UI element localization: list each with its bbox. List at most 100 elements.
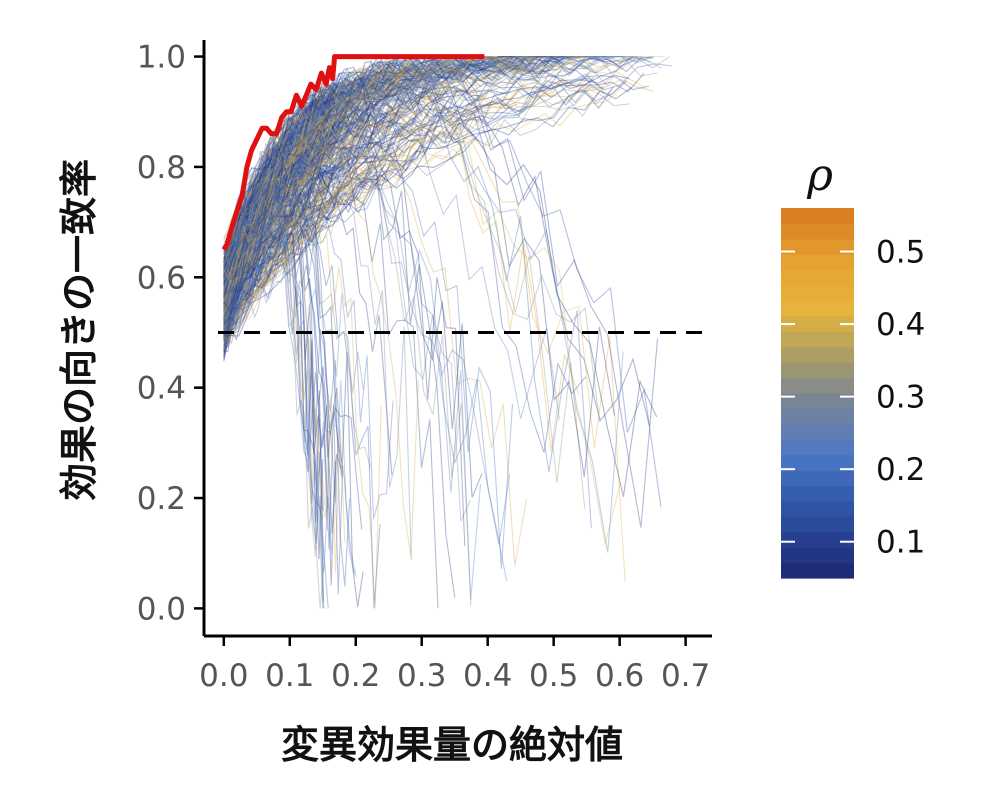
background-series-line — [223, 156, 324, 262]
y-tick-label: 0.2 — [137, 481, 186, 517]
background-series-line — [223, 64, 610, 324]
background-series-line — [223, 76, 443, 318]
background-series-line — [223, 91, 353, 308]
background-series-line — [223, 60, 392, 298]
background-series-line — [223, 58, 455, 329]
background-series-line — [223, 57, 526, 279]
background-series-line — [223, 103, 363, 264]
background-series-line — [223, 132, 330, 350]
colorbar-band — [781, 223, 854, 240]
background-series-line — [223, 89, 468, 302]
background-series-line — [223, 70, 406, 249]
background-series-line — [223, 69, 405, 263]
background-series-line — [223, 183, 330, 290]
background-series-line — [223, 130, 335, 298]
colorbar-band — [781, 300, 854, 317]
background-series-line — [223, 55, 565, 290]
background-series-line — [223, 109, 354, 278]
background-series-line — [223, 112, 374, 280]
background-series-line — [223, 75, 650, 255]
background-series-line — [223, 207, 346, 573]
colorbar-band — [781, 362, 854, 379]
background-series-line — [223, 71, 394, 271]
background-series-line — [223, 127, 403, 313]
background-series-line — [223, 177, 328, 294]
background-series-line — [223, 59, 463, 280]
background-series-line — [223, 104, 339, 273]
background-series-line — [223, 147, 353, 284]
background-series-line — [223, 119, 391, 307]
background-series-line — [223, 124, 419, 557]
colorbar-title: ρ — [806, 150, 833, 201]
y-tick-label: 0.4 — [137, 371, 186, 407]
background-series-line — [223, 61, 501, 263]
background-series-line — [223, 56, 448, 291]
background-series-line — [223, 66, 466, 547]
background-series-line — [223, 76, 595, 279]
background-series-line — [223, 126, 407, 296]
background-series-line — [223, 151, 369, 297]
background-series-line — [223, 105, 412, 561]
background-series-line — [223, 124, 439, 283]
background-series-line — [223, 78, 336, 263]
background-series-line — [223, 133, 325, 339]
background-series-line — [223, 56, 613, 326]
background-series-line — [223, 119, 370, 261]
background-series-line — [223, 69, 491, 264]
background-series-line — [223, 139, 362, 310]
colorbar-band — [781, 254, 854, 271]
colorbar-band — [781, 531, 854, 548]
colorbar-band — [781, 377, 854, 394]
background-series-line — [223, 81, 627, 308]
background-series-line — [223, 121, 474, 334]
x-tick-label: 0.6 — [595, 658, 644, 694]
background-series-line — [223, 126, 328, 278]
background-series-line — [223, 139, 324, 274]
background-series-line — [223, 195, 344, 595]
background-series-line — [223, 62, 441, 304]
background-series-line — [223, 188, 381, 609]
background-series-line — [223, 57, 537, 320]
background-series-line — [223, 150, 418, 321]
background-series-line — [223, 125, 464, 282]
background-series-line — [223, 89, 324, 300]
background-series-line — [223, 76, 564, 292]
background-series-line — [223, 58, 521, 299]
background-series-line — [223, 55, 601, 306]
background-series-line — [223, 204, 328, 331]
colorbar-band — [781, 470, 854, 487]
background-series-line — [223, 57, 505, 284]
colorbar-band — [781, 238, 854, 255]
background-series-line — [223, 110, 368, 322]
background-series-line — [223, 135, 482, 601]
colorbar-tick-label: 0.1 — [876, 525, 925, 561]
background-series-line — [223, 164, 325, 357]
background-series-line — [223, 83, 605, 336]
background-series-line — [223, 106, 492, 308]
colorbar-band — [781, 423, 854, 440]
background-series-line — [223, 86, 459, 261]
background-series-line — [223, 120, 338, 285]
background-series-line — [223, 87, 622, 328]
background-series-line — [223, 77, 355, 269]
background-series-line — [223, 85, 343, 266]
background-series-line — [223, 56, 589, 307]
background-series-line — [223, 75, 449, 294]
background-series-line — [223, 55, 588, 352]
background-series-line — [223, 144, 335, 275]
background-series-line — [223, 101, 373, 319]
background-series-line — [223, 69, 395, 348]
colorbar-tick-label: 0.4 — [876, 307, 925, 343]
background-series-line — [223, 143, 338, 308]
background-series-line — [223, 81, 456, 598]
background-series-line — [223, 137, 393, 293]
background-series-line — [223, 140, 354, 328]
background-series-line — [223, 111, 360, 295]
background-series-line — [223, 88, 481, 325]
background-series-line — [223, 85, 341, 286]
background-series-line — [223, 81, 339, 271]
background-series-line — [223, 191, 325, 303]
background-series-line — [223, 96, 336, 286]
background-series-line — [223, 189, 372, 469]
